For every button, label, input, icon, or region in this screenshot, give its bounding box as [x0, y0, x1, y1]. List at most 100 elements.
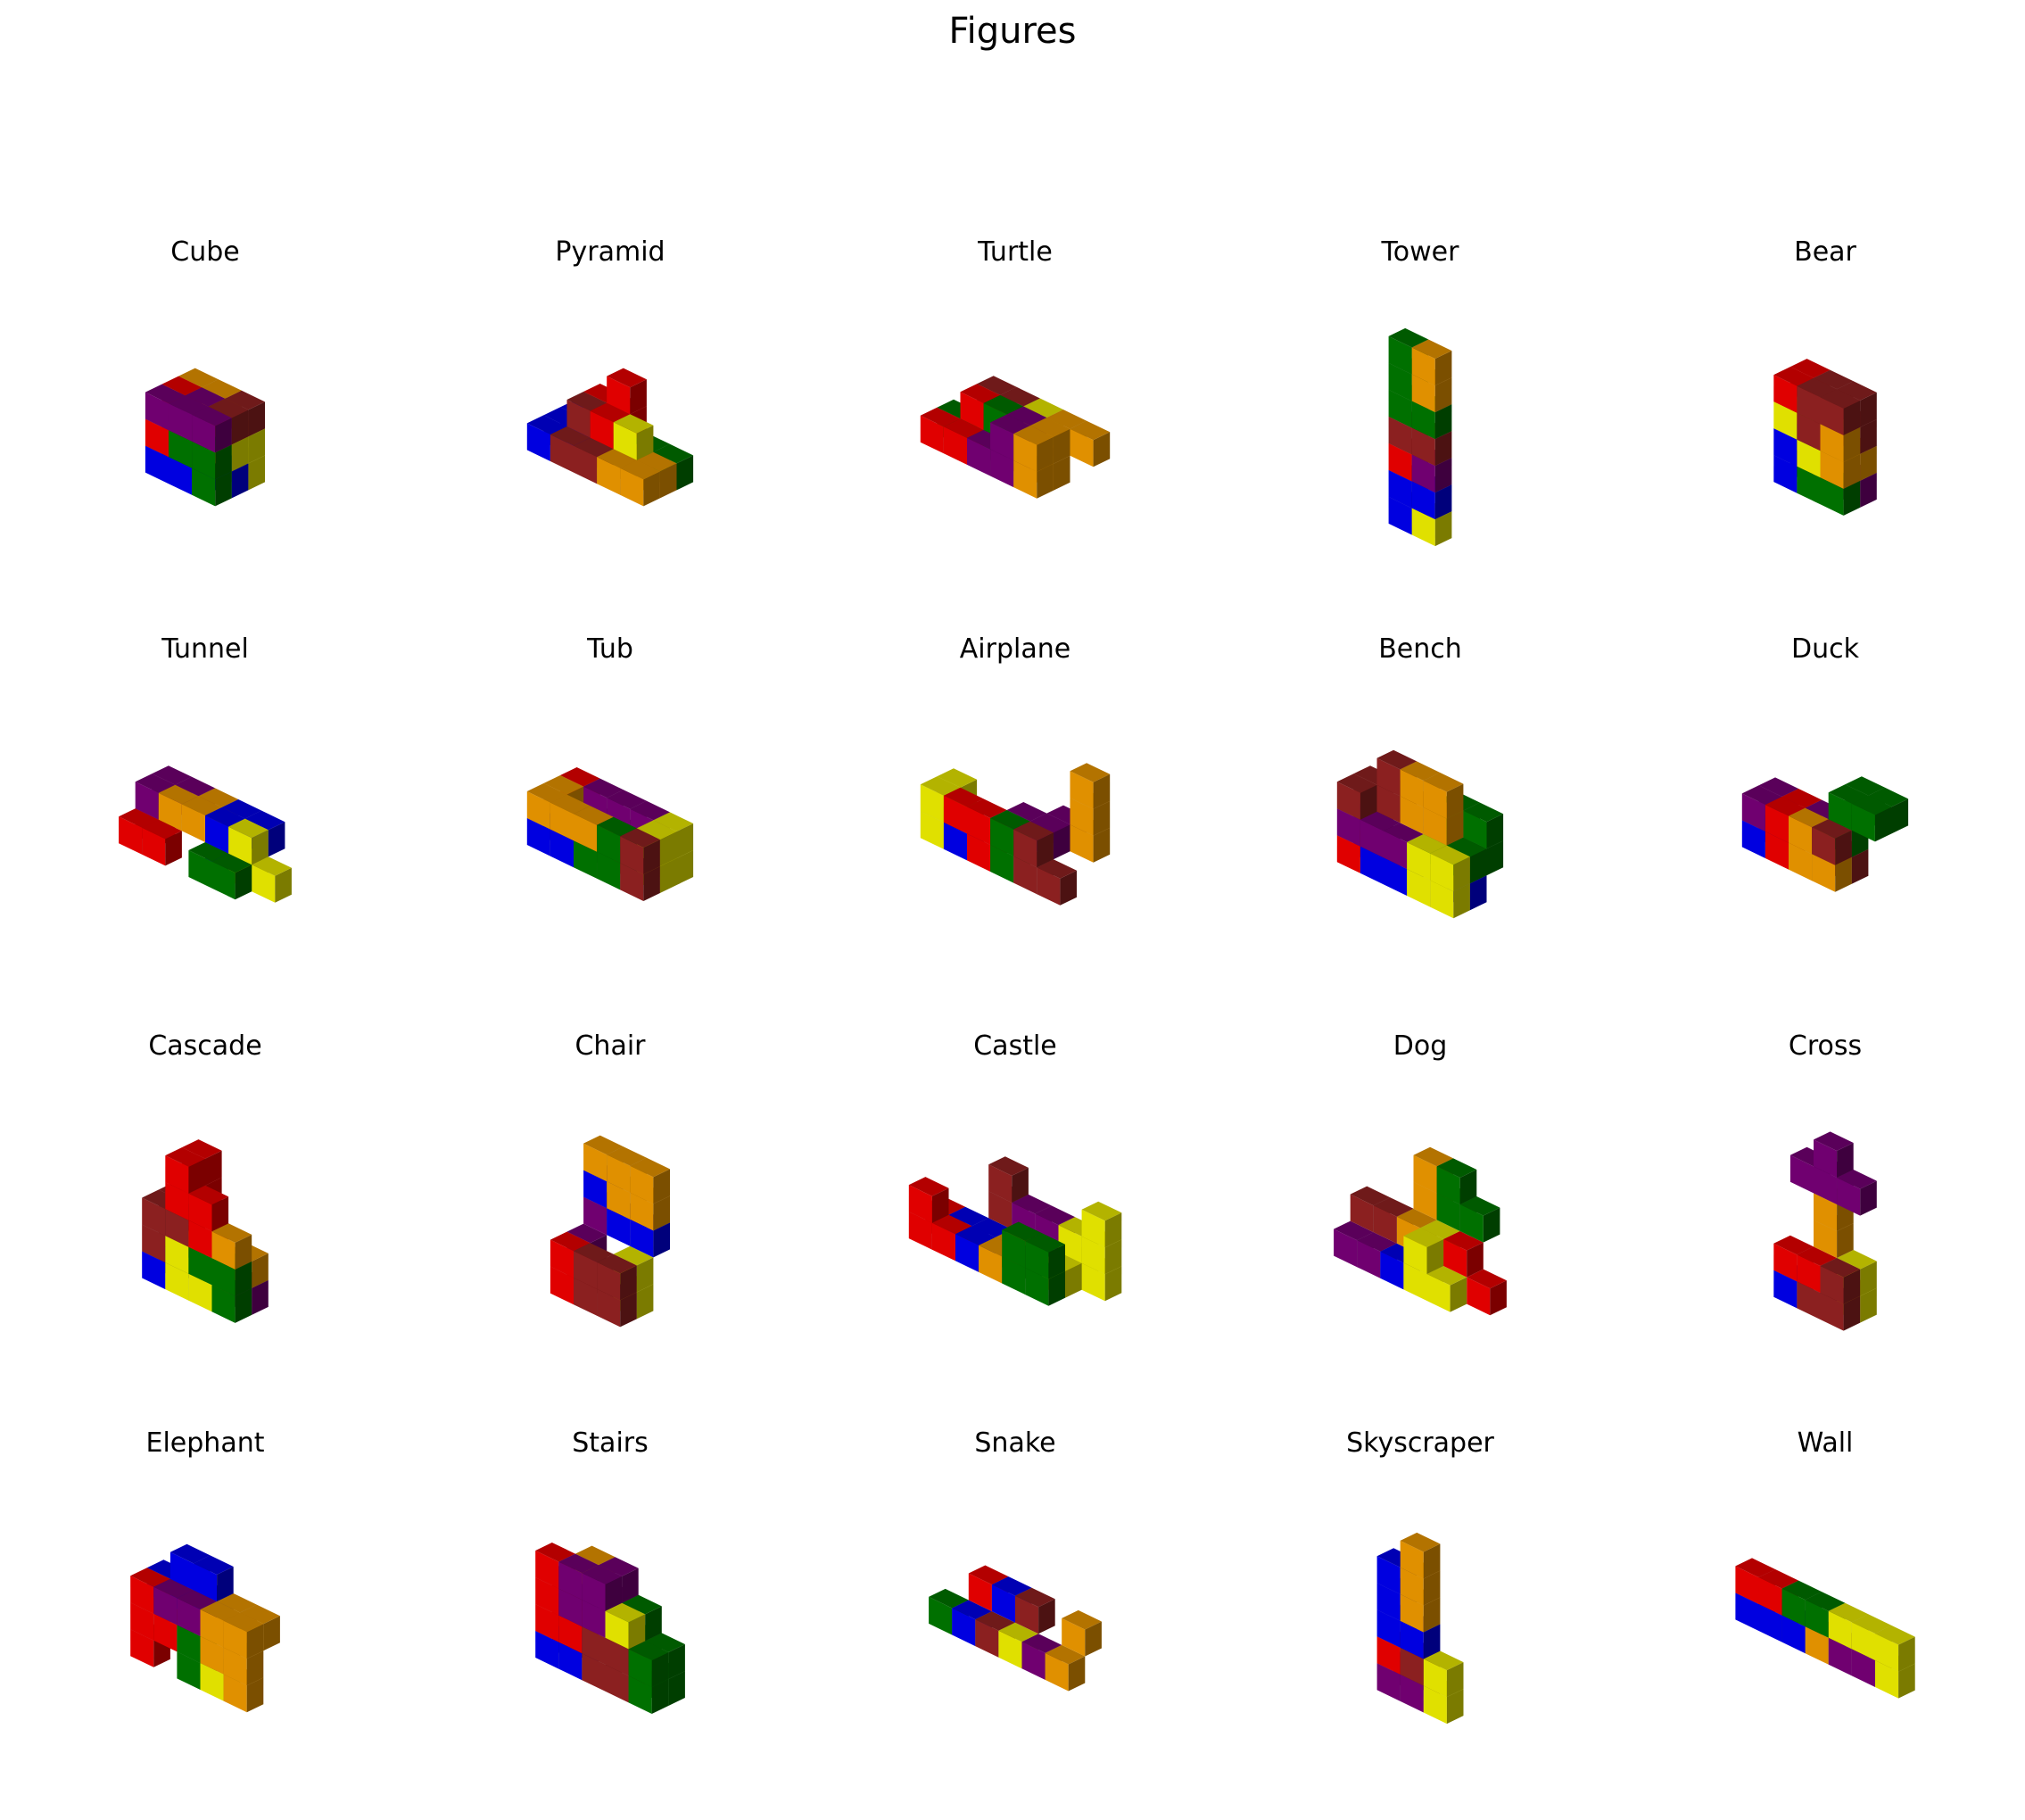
voxel-face	[1463, 802, 1504, 823]
voxel-face	[1336, 808, 1360, 847]
voxel-face	[1446, 810, 1464, 846]
voxel-face	[550, 794, 591, 815]
voxel-face	[943, 426, 967, 465]
voxel-face	[1812, 819, 1852, 839]
voxel-face	[607, 1181, 631, 1220]
voxel-face	[145, 445, 169, 484]
voxel-face	[622, 1594, 662, 1615]
voxel-figure-tub	[526, 767, 694, 901]
voxel-face	[188, 1158, 205, 1194]
voxel-figure-wall	[1735, 1558, 1915, 1699]
voxel-face	[607, 368, 647, 388]
voxel-face	[153, 1586, 178, 1626]
voxel-face	[574, 840, 598, 879]
voxel-face	[597, 1253, 637, 1274]
voxel-face	[607, 790, 647, 809]
figure-cell-tunnel: Tunnel	[0, 633, 410, 1026]
voxel-face	[1413, 1181, 1437, 1220]
voxel-face	[1060, 870, 1077, 906]
voxel-face	[1812, 827, 1836, 865]
voxel-face	[1420, 1220, 1460, 1239]
voxel-face	[1411, 508, 1435, 547]
voxel-face	[1773, 1243, 1798, 1282]
voxel-face	[1434, 511, 1452, 547]
voxel-face	[988, 1191, 1012, 1229]
voxel-face	[1828, 1602, 1869, 1623]
voxel-face	[983, 394, 1024, 415]
voxel-face	[1805, 1626, 1829, 1665]
voxel-face	[1037, 463, 1054, 499]
voxel-face	[1013, 829, 1037, 868]
voxel-face	[929, 1596, 953, 1635]
voxel-face	[1828, 784, 1869, 804]
voxel-face	[1828, 1610, 1852, 1650]
voxel-face	[1070, 763, 1111, 782]
voxel-face	[1483, 1207, 1500, 1243]
voxel-face	[1038, 1599, 1055, 1634]
voxel-face	[574, 814, 598, 852]
voxel-face	[535, 1604, 559, 1642]
voxel-face	[1388, 335, 1412, 375]
voxel-face	[1423, 1597, 1441, 1633]
voxel-face	[1837, 1223, 1854, 1258]
voxel-face	[622, 1568, 639, 1603]
voxel-face	[175, 776, 216, 797]
voxel-face	[1104, 1212, 1122, 1248]
voxel-face	[1820, 1258, 1861, 1278]
voxel-face	[550, 1239, 574, 1278]
voxel-face	[1843, 1295, 1861, 1331]
voxel-face	[1002, 1221, 1042, 1242]
voxel-face	[223, 1674, 247, 1713]
voxel-face	[1093, 800, 1111, 836]
voxel-face	[1023, 398, 1063, 418]
voxel-figure-duck	[1741, 776, 1909, 892]
voxel-face	[1357, 1240, 1381, 1278]
voxel-face	[605, 1602, 646, 1623]
voxel-face	[215, 444, 232, 480]
voxel-face	[613, 414, 654, 434]
voxel-face	[583, 1196, 608, 1236]
voxel-face	[1065, 1262, 1082, 1298]
voxel-face	[535, 1551, 559, 1589]
voxel-face	[1336, 782, 1360, 820]
voxel-face	[1765, 831, 1789, 870]
voxel-face	[574, 1251, 598, 1289]
figure-label: Turtle	[978, 236, 1053, 268]
figure-label: Stairs	[572, 1427, 649, 1459]
voxel-face	[967, 437, 991, 476]
voxel-face	[1814, 1220, 1838, 1258]
voxel-face	[1426, 1266, 1467, 1286]
voxel-face	[908, 1177, 949, 1196]
voxel-face	[252, 830, 269, 865]
voxel-face	[205, 815, 229, 854]
voxel-face	[1820, 397, 1844, 435]
voxel-face	[1081, 1201, 1122, 1221]
voxel-face	[1758, 1569, 1799, 1589]
voxel-face	[1070, 428, 1094, 467]
voxel-face	[178, 368, 219, 388]
voxel-face	[952, 1600, 992, 1620]
voxel-face	[1434, 404, 1452, 440]
voxel-face	[1490, 1280, 1507, 1316]
voxel-face	[177, 1625, 201, 1663]
voxel-face	[920, 811, 944, 849]
voxel-face	[215, 471, 232, 507]
voxel-face	[252, 864, 276, 903]
voxel-face	[1400, 1593, 1424, 1633]
voxel-face	[142, 1197, 166, 1237]
voxel-face	[1430, 853, 1454, 892]
voxel-face	[1765, 797, 1806, 816]
voxel-face	[929, 1588, 969, 1609]
voxel-face	[1797, 1281, 1821, 1320]
voxel-face	[1376, 749, 1418, 770]
voxel-face	[1037, 859, 1077, 879]
voxel-face	[1851, 795, 1892, 815]
voxel-face	[653, 812, 694, 831]
voxel-face	[1413, 1154, 1437, 1194]
voxel-face	[1062, 1617, 1086, 1657]
voxel-face	[1053, 824, 1070, 860]
voxel-face	[1781, 1588, 1806, 1627]
voxel-face	[943, 787, 984, 807]
voxel-face	[1820, 424, 1844, 462]
voxel-face	[169, 403, 193, 442]
